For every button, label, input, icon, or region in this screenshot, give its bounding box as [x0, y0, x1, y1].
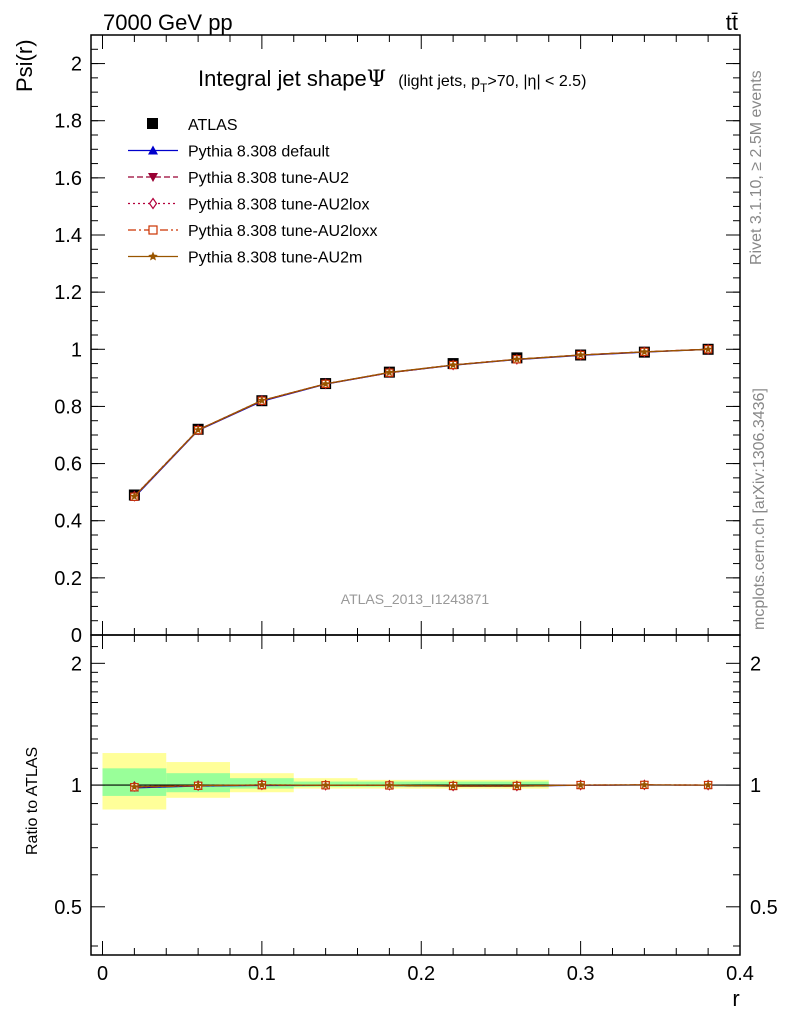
- ratio-series-group: [129, 779, 713, 793]
- marker-star: [448, 781, 458, 790]
- ratio-plot-frame: [90, 634, 741, 956]
- ratio-series-line: [134, 784, 709, 788]
- x-tick-label: 0: [97, 963, 108, 985]
- marker-star: [385, 367, 394, 377]
- ratio-y-tick-label-right: 0.5: [750, 897, 778, 919]
- main-axis-ticks: 0 0.2 0.4 0.6 0.8 1 1.2 1.4 1.6 1.8 2: [54, 34, 741, 647]
- x-tick-label: 0.3: [567, 963, 595, 985]
- ratio-y-tick-label: 2: [71, 653, 82, 675]
- y-tick-label: 1.8: [54, 111, 82, 133]
- marker-star: [130, 491, 139, 501]
- legend-label-data: ATLAS: [188, 117, 238, 134]
- marker-diamond: [148, 197, 158, 210]
- legend-label: Pythia 8.308 tune-AU2loxx: [188, 223, 377, 240]
- marker-star: [148, 251, 158, 261]
- rivet-label: Rivet 3.1.10, ≥ 2.5M events: [748, 70, 765, 265]
- series-line: [133, 348, 709, 497]
- chart-title-main: Integral jet shape: [198, 66, 367, 91]
- marker-star: [576, 350, 585, 359]
- marker-star: [257, 395, 267, 405]
- y-tick-label: 0: [71, 625, 82, 647]
- mcplots-label: mcplots.cern.ch [arXiv:1306.3436]: [751, 388, 768, 630]
- legend-marker-data: [147, 118, 158, 129]
- ratio-plot-panel: 0.5 0.5 1 1 2 2 0 0.1 0.2 0.3 0.4: [54, 634, 778, 985]
- marker-star: [640, 347, 649, 356]
- main-series-group: [128, 343, 714, 502]
- marker-star: [448, 360, 458, 369]
- series-line: [133, 348, 709, 498]
- legend-label: Pythia 8.308 default: [188, 144, 330, 161]
- marker-star: [703, 344, 713, 353]
- marker-square-open: [148, 225, 158, 235]
- marker-star: [576, 780, 585, 789]
- ratio-y-tick-label: 1: [71, 775, 82, 797]
- x-tick-label: 0.1: [248, 963, 276, 985]
- x-axis-label: r: [732, 986, 739, 1011]
- chart-title-symbol: Ψ: [367, 67, 386, 92]
- legend-label: Pythia 8.308 tune-AU2: [188, 170, 349, 187]
- marker-star: [703, 780, 713, 789]
- ratio-axis-ticks: 0.5 0.5 1 1 2 2 0 0.1 0.2 0.3 0.4: [54, 635, 778, 985]
- y-tick-label: 0.2: [54, 568, 82, 590]
- x-tick-label: 0.4: [726, 963, 754, 985]
- series-line: [133, 348, 709, 497]
- y-tick-label: 0.8: [54, 396, 82, 418]
- legend-label: Pythia 8.308 tune-AU2lox: [188, 197, 369, 214]
- marker-star: [512, 781, 522, 790]
- marker-star: [130, 782, 139, 791]
- ratio-y-tick-label-right: 1: [750, 775, 761, 797]
- series-line: [133, 348, 709, 498]
- watermark: ATLAS_2013_I1243871: [341, 591, 490, 607]
- y-tick-label: 1: [71, 339, 82, 361]
- y-tick-label: 1.2: [54, 282, 82, 304]
- marker-triangle-up: [148, 145, 158, 155]
- legend-label: Pythia 8.308 tune-AU2m: [188, 250, 362, 267]
- legend: ATLAS Pythia 8.308 default Pythia 8.308 tu…: [128, 117, 377, 267]
- marker-star: [193, 425, 203, 434]
- x-tick-label: 0.2: [407, 963, 435, 985]
- marker-triangle-down: [148, 173, 158, 182]
- energy-label: 7000 GeV pp: [103, 10, 233, 35]
- marker-star: [257, 780, 267, 789]
- marker-star: [321, 379, 330, 388]
- process-label: tt̄: [726, 10, 738, 35]
- ratio-y-tick-label-right: 2: [750, 653, 761, 675]
- y-tick-label: 0.4: [54, 511, 82, 533]
- chart-subtitle: (light jets, pT>70, |η| < 2.5): [398, 73, 586, 95]
- marker-star: [321, 780, 330, 789]
- ratio-y-tick-label: 0.5: [54, 897, 82, 919]
- marker-star: [193, 781, 203, 790]
- chart-title: Integral jet shapeΨ (light jets, pT>70, …: [198, 66, 586, 95]
- ratio-y-axis-label: Ratio to ATLAS: [24, 747, 41, 855]
- marker-star: [512, 354, 522, 363]
- y-axis-label: Psi(r): [12, 39, 37, 92]
- y-tick-label: 1.4: [54, 225, 82, 247]
- series-line: [133, 348, 709, 497]
- marker-star: [385, 780, 394, 789]
- y-tick-label: 2: [71, 54, 82, 76]
- y-tick-label: 1.6: [54, 168, 82, 190]
- marker-star: [640, 780, 649, 789]
- y-tick-label: 0.6: [54, 454, 82, 476]
